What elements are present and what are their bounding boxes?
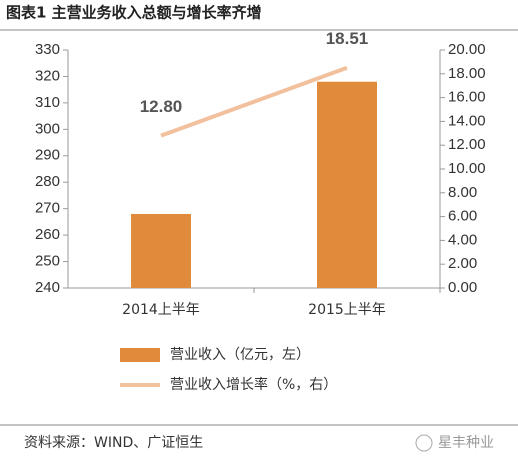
y-tick-label: 320 <box>35 67 60 84</box>
line <box>160 65 348 138</box>
watermark: 星丰种业 <box>438 435 494 451</box>
y-tick-label: 330 <box>35 41 60 58</box>
value-label: 12.80 <box>140 97 183 116</box>
legend-label: 营业收入（亿元，左） <box>170 347 310 363</box>
y2-tick-label: 10.00 <box>448 160 486 177</box>
y2-tick-label: 0.00 <box>448 279 477 296</box>
y-tick-label: 300 <box>35 120 60 137</box>
y2-tick-label: 16.00 <box>448 89 486 106</box>
legend-label: 营业收入增长率（%，右） <box>170 376 337 393</box>
chart-title: 图表1 主营业务收入总额与增长率齐增 <box>6 4 262 22</box>
y-tick-label: 270 <box>35 200 60 217</box>
y-tick-label: 280 <box>35 173 60 190</box>
y-tick-label: 250 <box>35 253 60 270</box>
y2-tick-label: 6.00 <box>448 208 477 225</box>
y2-tick-label: 2.00 <box>448 255 477 272</box>
y2-tick-label: 12.00 <box>448 136 486 153</box>
legend-swatch <box>120 348 160 362</box>
x-tick-label: 2015上半年 <box>308 302 386 318</box>
value-label: 18.51 <box>326 29 369 48</box>
y-tick-label: 260 <box>35 226 60 243</box>
y-tick-label: 310 <box>35 94 60 111</box>
source: 资料来源：WIND、广证恒生 <box>24 435 203 451</box>
y-tick-label: 240 <box>35 279 60 296</box>
y2-tick-label: 4.00 <box>448 231 477 248</box>
y2-tick-label: 20.00 <box>448 41 486 58</box>
y2-tick-label: 14.00 <box>448 112 486 129</box>
y2-tick-label: 18.00 <box>448 65 486 82</box>
y2-tick-label: 8.00 <box>448 184 477 201</box>
bar <box>317 81 377 288</box>
y-tick-label: 290 <box>35 147 60 164</box>
bar <box>131 213 191 288</box>
watermark-icon <box>415 434 433 452</box>
x-tick-label: 2014上半年 <box>122 302 200 318</box>
